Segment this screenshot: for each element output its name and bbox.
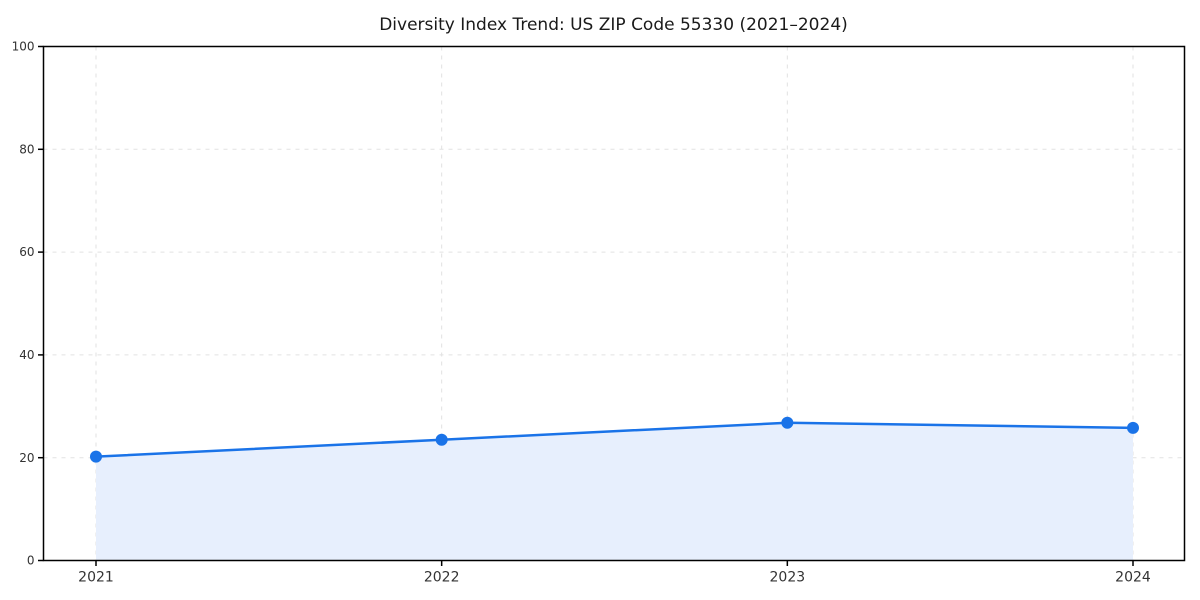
chart-title: Diversity Index Trend: US ZIP Code 55330… xyxy=(379,15,848,35)
plot-border xyxy=(42,45,1186,562)
x-tick-label: 2022 xyxy=(424,570,460,586)
data-point xyxy=(781,416,794,429)
data-point xyxy=(1127,421,1139,434)
y-tick-label: 0 xyxy=(27,554,35,568)
x-tick-label: 2024 xyxy=(1115,570,1151,586)
series-line xyxy=(94,421,1135,458)
y-tick-label: 60 xyxy=(19,245,34,259)
data-point xyxy=(435,433,448,446)
area-fill xyxy=(96,422,1133,561)
data-point xyxy=(90,450,102,463)
y-tick-label: 20 xyxy=(19,451,34,465)
y-tick-label: 80 xyxy=(19,142,34,156)
y-tick-label: 100 xyxy=(12,40,35,54)
x-tick-label: 2023 xyxy=(770,570,806,586)
x-tick-label: 2021 xyxy=(78,570,114,586)
y-tick-label: 40 xyxy=(19,348,34,362)
